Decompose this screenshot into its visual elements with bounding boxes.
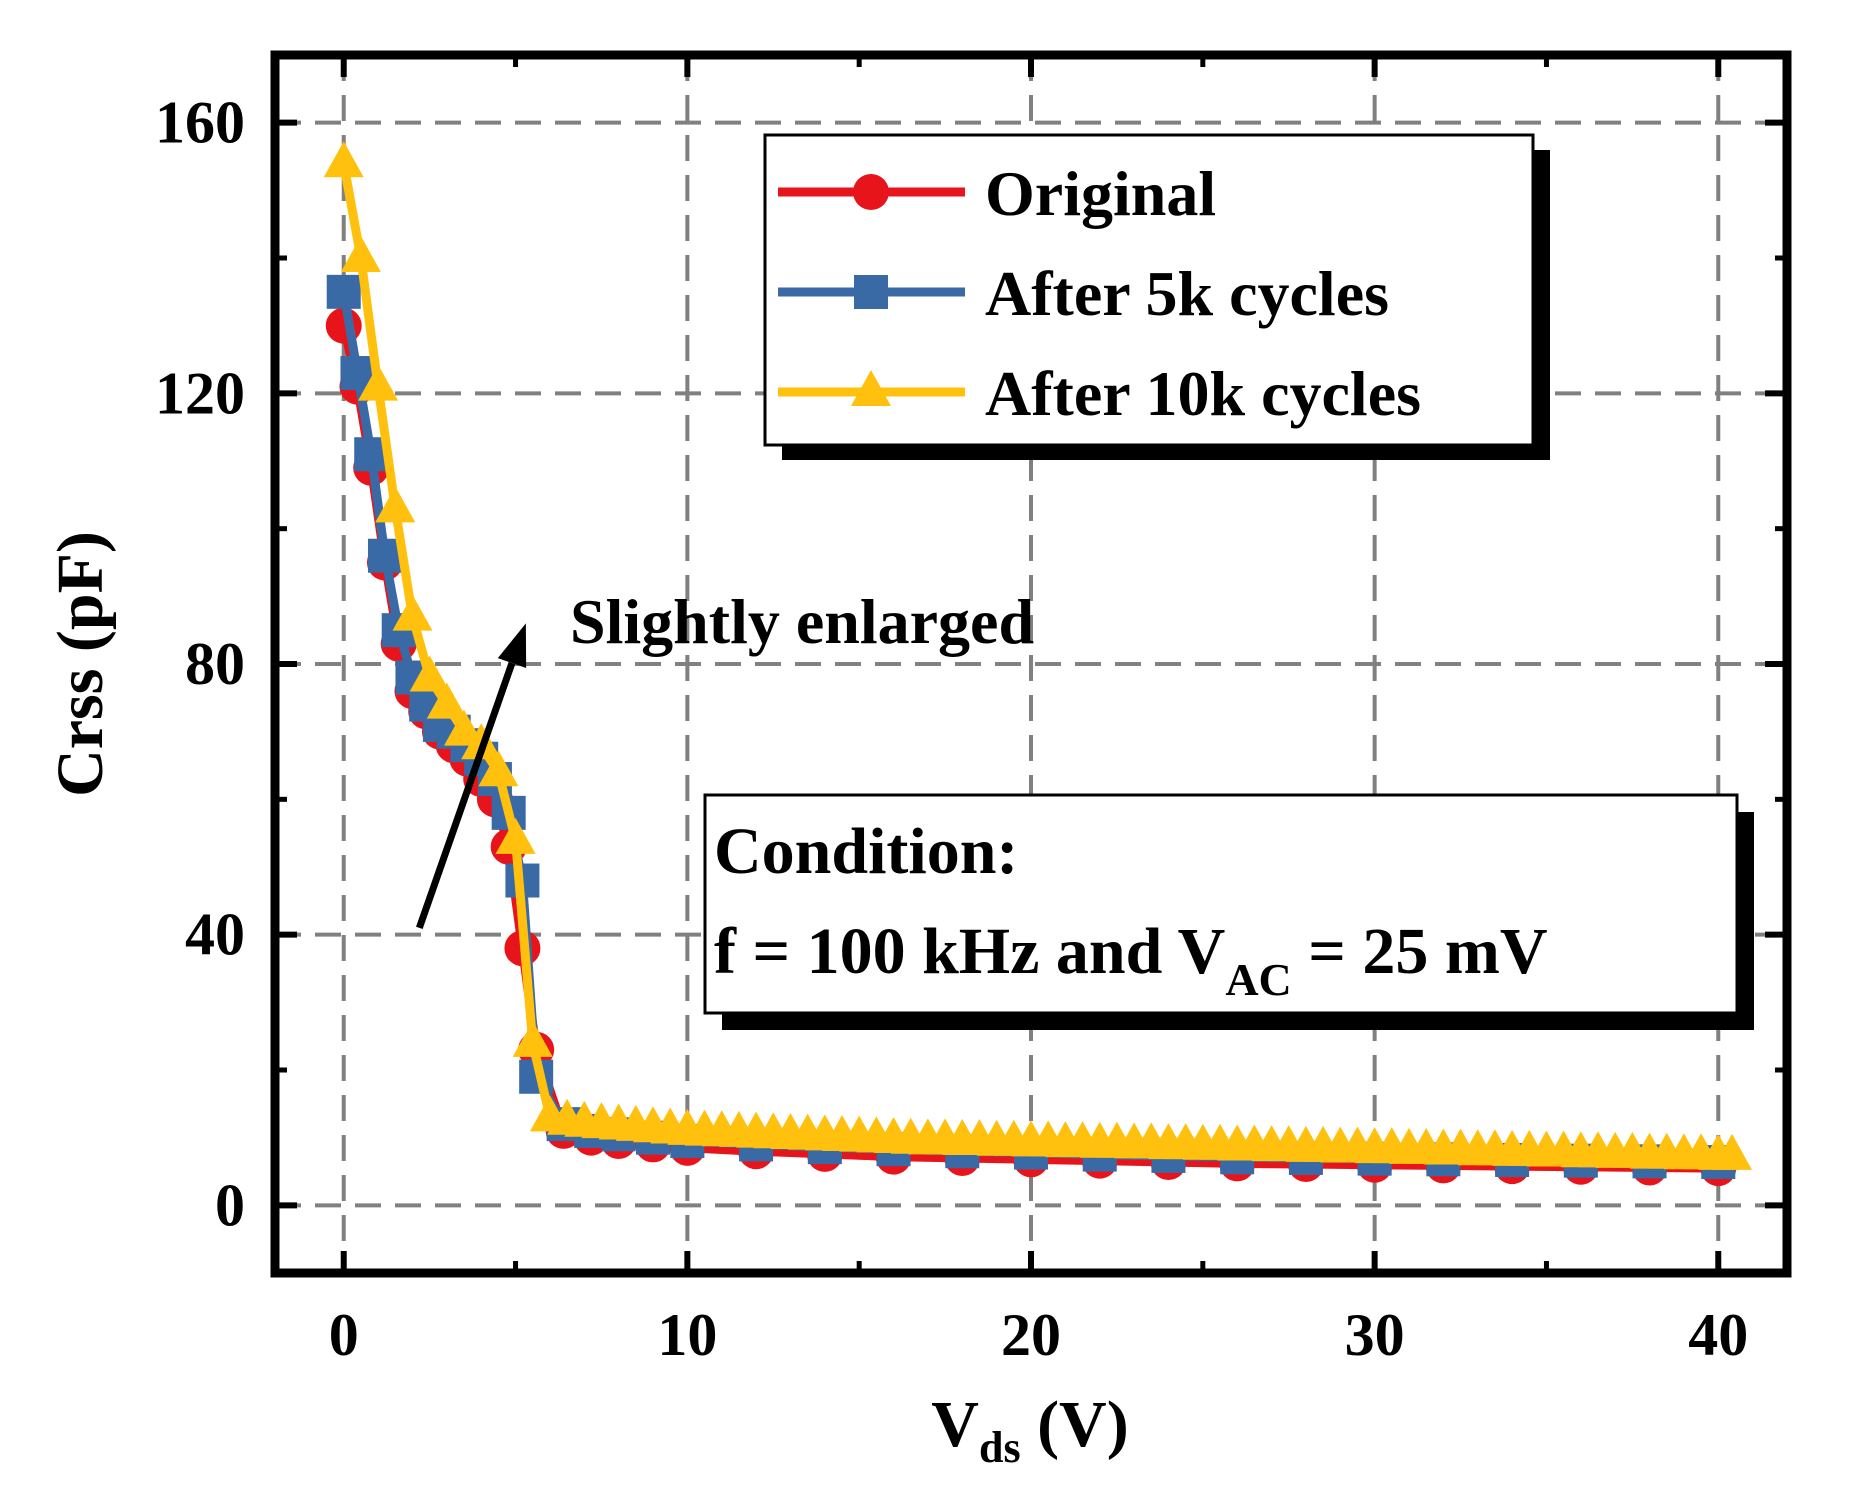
y-tick-label: 40 — [185, 902, 245, 968]
y-tick-label: 160 — [155, 90, 245, 156]
data-point-square — [326, 274, 361, 309]
condition-line2: f = 100 kHz and VAC = 25 mV — [714, 915, 1548, 1005]
y-tick-label: 120 — [155, 360, 245, 426]
x-axis-title-main: V — [931, 1388, 979, 1461]
x-tick-label: 0 — [329, 1302, 359, 1368]
x-tick-label: 40 — [1688, 1302, 1748, 1368]
data-point-triangle — [495, 817, 536, 854]
data-point-triangle — [340, 236, 381, 272]
legend-marker — [853, 174, 889, 210]
annotation-arrow-line — [416, 661, 516, 930]
condition-line1: Condition: — [714, 815, 1018, 888]
data-point-triangle — [409, 655, 450, 692]
condition-line2-sub: AC — [1225, 954, 1291, 1005]
x-axis-title: Vds (V) — [931, 1388, 1128, 1472]
x-tick-label: 20 — [1001, 1302, 1061, 1368]
data-point-triangle — [375, 486, 416, 523]
condition-box-frame — [703, 793, 1739, 1015]
data-point-triangle — [478, 750, 519, 787]
annotation-arrow-head — [497, 623, 527, 668]
condition-box: Condition: f = 100 kHz and VAC = 25 mV — [703, 793, 1754, 1030]
y-tick-label: 0 — [215, 1172, 245, 1238]
y-axis-title: Crss (pF) — [44, 531, 117, 797]
data-point-triangle — [512, 1020, 553, 1057]
data-point-triangle — [392, 594, 433, 631]
data-point-square — [367, 538, 402, 573]
x-axis-title-unit: (V) — [1021, 1388, 1129, 1461]
condition-line2-suffix: = 25 mV — [1292, 915, 1548, 988]
x-axis-title-sub: ds — [979, 1423, 1021, 1472]
y-tick-label: 80 — [185, 631, 245, 697]
x-tick-label: 10 — [657, 1302, 717, 1368]
series-3 — [323, 141, 1753, 1170]
legend-label: After 5k cycles — [985, 258, 1389, 329]
data-point-triangle — [358, 364, 399, 401]
legend-label: Original — [985, 158, 1216, 229]
axis-ticks: 0 10 20 30 40 0 40 80 120 160 — [155, 55, 1787, 1368]
legend-label: After 10k cycles — [985, 358, 1421, 429]
legend-marker — [854, 275, 888, 309]
annotation: Slightly enlarged — [416, 586, 1034, 930]
condition-line2-prefix: f = 100 kHz and V — [714, 915, 1225, 988]
data-point-triangle — [1712, 1133, 1753, 1170]
series-layer — [323, 141, 1753, 1187]
x-tick-label: 30 — [1345, 1302, 1405, 1368]
data-point-triangle — [426, 682, 467, 719]
annotation-text: Slightly enlarged — [570, 586, 1034, 657]
legend: Original After 5k cycles After 10k cycles — [763, 133, 1550, 460]
data-point-triangle — [323, 141, 364, 178]
legend-marker — [851, 370, 891, 406]
